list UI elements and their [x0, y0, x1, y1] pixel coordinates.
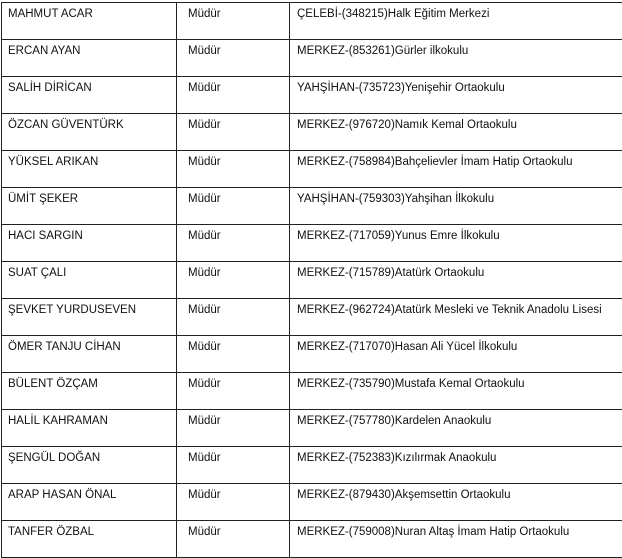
school-cell: MERKEZ-(976720)Namık Kemal Ortaokulu [290, 114, 622, 151]
school-cell: MERKEZ-(735790)Mustafa Kemal Ortaokulu [290, 373, 622, 410]
name-cell: YÜKSEL ARIKAN [2, 151, 177, 188]
school-cell: MERKEZ-(758984)Bahçelievler İmam Hatip O… [290, 151, 622, 188]
name-cell: HALİL KAHRAMAN [2, 410, 177, 447]
title-cell: Müdür [177, 336, 290, 373]
name-cell: SUAT ÇALI [2, 262, 177, 299]
name-cell: ARAP HASAN ÖNAL [2, 484, 177, 521]
school-cell: MERKEZ-(879430)Akşemsettin Ortaokulu [290, 484, 622, 521]
title-cell: Müdür [177, 225, 290, 262]
name-cell: ÜMİT ŞEKER [2, 188, 177, 225]
title-cell: Müdür [177, 299, 290, 336]
school-cell: MERKEZ-(962724)Atatürk Mesleki ve Teknik… [290, 299, 622, 336]
name-cell: ŞEVKET YURDUSEVEN [2, 299, 177, 336]
name-cell: BÜLENT ÖZÇAM [2, 373, 177, 410]
title-cell: Müdür [177, 262, 290, 299]
name-cell: ÖMER TANJU CİHAN [2, 336, 177, 373]
title-cell: Müdür [177, 188, 290, 225]
title-cell: Müdür [177, 151, 290, 188]
school-cell: YAHŞİHAN-(735723)Yenişehir Ortaokulu [290, 77, 622, 114]
title-cell: Müdür [177, 3, 290, 40]
school-cell: YAHŞİHAN-(759303)Yahşihan İlkokulu [290, 188, 622, 225]
school-cell: MERKEZ-(752383)Kızılırmak Anaokulu [290, 447, 622, 484]
school-cell: ÇELEBİ-(348215)Halk Eğitim Merkezi [290, 3, 622, 40]
school-cell: MERKEZ-(757780)Kardelen Anaokulu [290, 410, 622, 447]
title-cell: Müdür [177, 447, 290, 484]
school-cell: MERKEZ-(717070)Hasan Ali Yücel İlkokulu [290, 336, 622, 373]
title-cell: Müdür [177, 484, 290, 521]
title-cell: Müdür [177, 521, 290, 558]
name-cell: TANFER ÖZBAL [2, 521, 177, 558]
name-cell: MAHMUT ACAR [2, 3, 177, 40]
title-cell: Müdür [177, 40, 290, 77]
name-cell: SALİH DİRİCAN [2, 77, 177, 114]
school-cell: MERKEZ-(759008)Nuran Altaş İmam Hatip Or… [290, 521, 622, 558]
title-cell: Müdür [177, 114, 290, 151]
title-cell: Müdür [177, 373, 290, 410]
title-cell: Müdür [177, 77, 290, 114]
name-cell: ŞENGÜL DOĞAN [2, 447, 177, 484]
name-cell: ÖZCAN GÜVENTÜRK [2, 114, 177, 151]
name-cell: ERCAN AYAN [2, 40, 177, 77]
school-cell: MERKEZ-(715789)Atatürk Ortaokulu [290, 262, 622, 299]
school-cell: MERKEZ-(717059)Yunus Emre İlkokulu [290, 225, 622, 262]
title-cell: Müdür [177, 410, 290, 447]
name-cell: HACI SARGIN [2, 225, 177, 262]
school-cell: MERKEZ-(853261)Gürler ilkokulu [290, 40, 622, 77]
